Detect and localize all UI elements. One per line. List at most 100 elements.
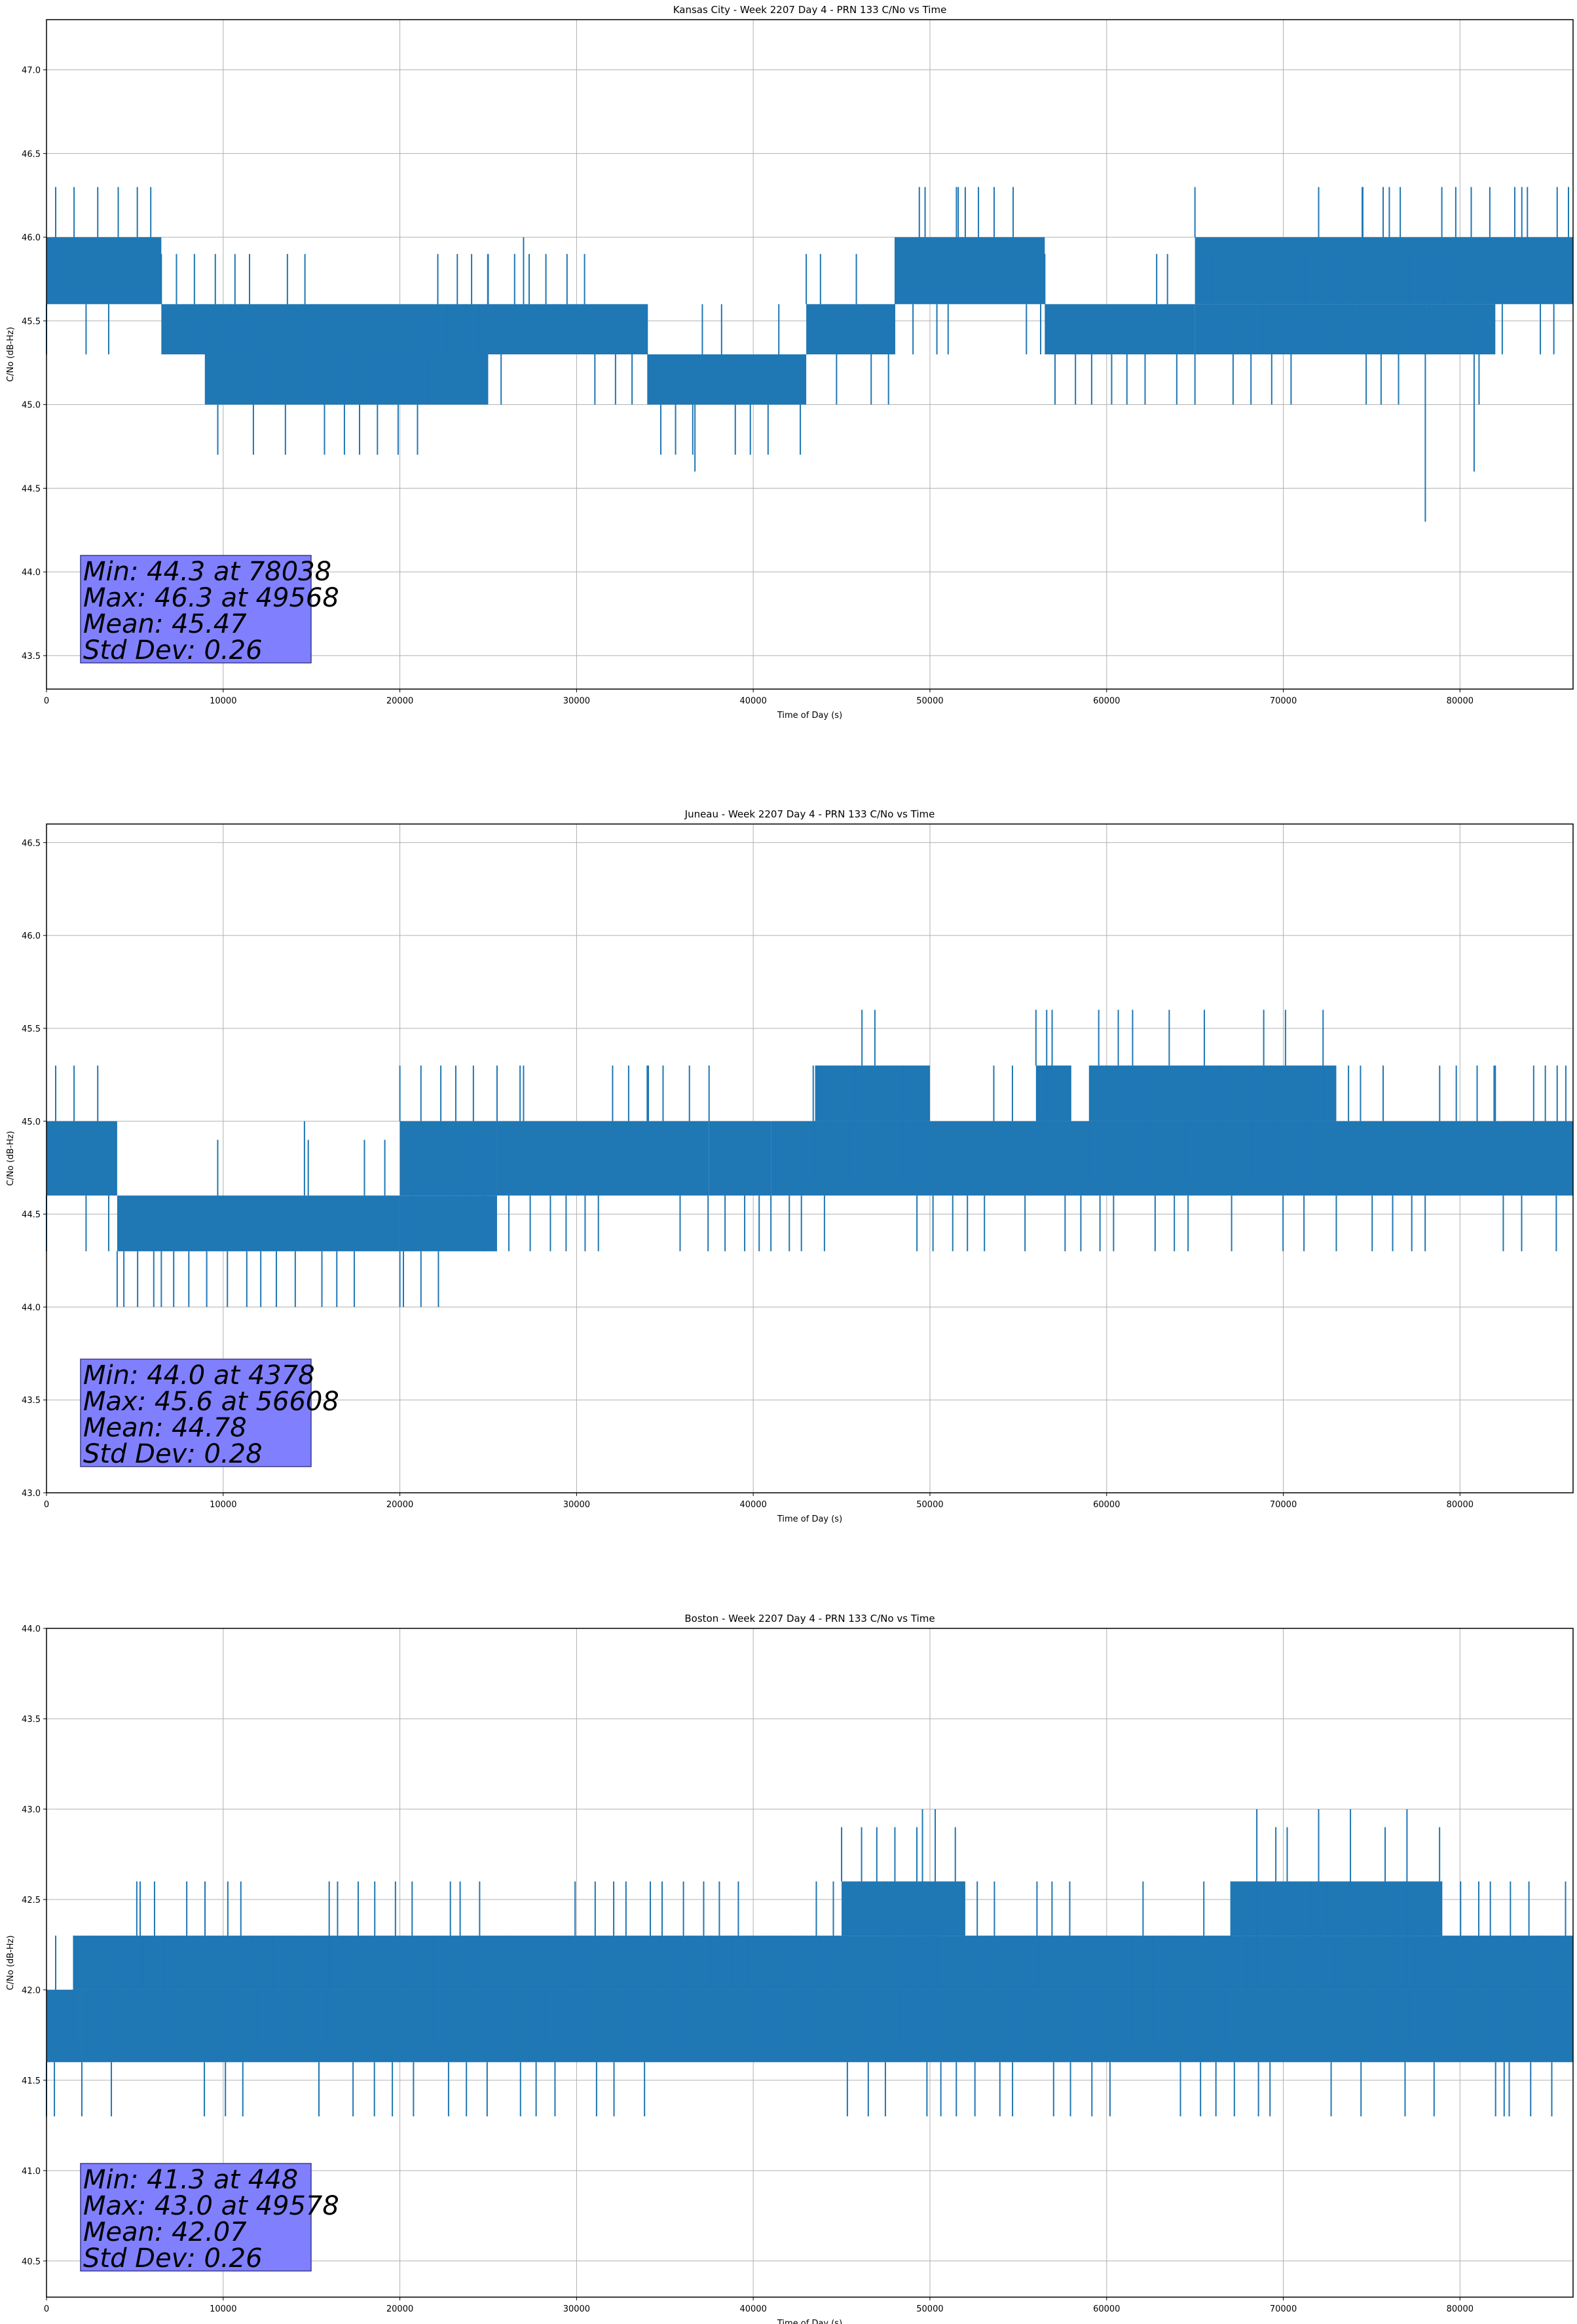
y-tick-label: 46.0: [22, 931, 41, 941]
x-tick-label: 70000: [1270, 1500, 1297, 1510]
y-tick-label: 43.5: [22, 1396, 41, 1406]
x-tick-label: 60000: [1093, 1500, 1120, 1510]
chart-panel-2: 0 10000 20000 30000 40000 50000 60000 70000 8000…: [6, 808, 1574, 1524]
x-tick-label: 50000: [916, 1500, 943, 1510]
y-tick-label: 45.0: [22, 1117, 41, 1127]
data-band: [161, 304, 489, 354]
y-tick-label: 42.0: [22, 1986, 41, 1996]
chart-title: Boston - Week 2207 Day 4 - PRN 133 C/No …: [684, 1613, 935, 1624]
stats-max: Max: 46.3 at 49568: [83, 583, 339, 613]
chart-title: Juneau - Week 2207 Day 4 - PRN 133 C/No …: [684, 808, 935, 820]
y-axis-label: C/No (dB-Hz): [6, 1936, 16, 1991]
axes-frame: [46, 1628, 1574, 2298]
stats-std: Std Dev: 0.26: [83, 635, 263, 665]
x-tick-label: 50000: [916, 2304, 943, 2314]
y-tick-label: 45.0: [22, 401, 41, 411]
stats-mean: Mean: 44.78: [83, 1413, 247, 1443]
stats-box: [80, 555, 312, 664]
x-tick-label: 20000: [386, 1500, 413, 1510]
y-tick-label: 41.0: [22, 2167, 41, 2177]
y-tick-label: 43.5: [22, 652, 41, 662]
stats-min: Min: 41.3 at 448: [83, 2165, 298, 2195]
chart-title: Kansas City - Week 2207 Day 4 - PRN 133 …: [673, 4, 947, 16]
x-tick-label: 50000: [916, 696, 943, 706]
x-tick-label: 60000: [1093, 2304, 1120, 2314]
stats-std: Std Dev: 0.28: [83, 1439, 263, 1469]
x-tick-label: 0: [44, 2304, 49, 2314]
data-band: [46, 1121, 117, 1196]
y-tick-label: 45.5: [22, 1024, 41, 1034]
y-tick-label: 40.5: [22, 2257, 41, 2267]
x-axis-label: Time of Day (s): [777, 1514, 842, 1524]
y-tick-label: 43.0: [22, 1805, 41, 1815]
data-band: [46, 1989, 82, 2063]
y-tick-label: 47.0: [22, 66, 41, 76]
data-band: [806, 304, 895, 354]
chart-panel-3: 0 10000 20000 30000 40000 50000 60000 70000 8000…: [6, 1613, 1574, 2324]
y-tick-label: 43.0: [22, 1489, 41, 1499]
x-tick-label: 70000: [1270, 696, 1297, 706]
data-band: [399, 1195, 497, 1252]
stats-box: [80, 2163, 312, 2272]
stats-mean: Mean: 45.47: [83, 609, 247, 639]
data-band: [496, 1121, 709, 1196]
data-band: [1035, 1065, 1071, 1121]
y-tick-label: 44.5: [22, 484, 41, 494]
data-band: [771, 1121, 1337, 1196]
x-tick-label: 10000: [210, 2304, 236, 2314]
y-axis-label: C/No (dB-Hz): [6, 1131, 16, 1186]
data-band: [1195, 304, 1496, 354]
y-tick-label: 46.5: [22, 149, 41, 159]
x-tick-label: 80000: [1447, 696, 1474, 706]
x-axis-label: Time of Day (s): [777, 2319, 842, 2324]
data-band: [1336, 1121, 1573, 1196]
x-tick-label: 40000: [739, 2304, 766, 2314]
data-band: [488, 304, 648, 354]
data-band: [1088, 1065, 1337, 1121]
data-band: [1195, 237, 1573, 305]
data-band: [647, 354, 807, 405]
y-tick-label: 44.5: [22, 1210, 41, 1220]
x-tick-label: 30000: [563, 2304, 590, 2314]
y-tick-label: 46.0: [22, 233, 41, 243]
stats-max: Max: 43.0 at 49578: [83, 2191, 339, 2221]
x-axis-label: Time of Day (s): [777, 711, 842, 721]
data-band: [1230, 1881, 1443, 1936]
x-tick-label: 30000: [563, 1500, 590, 1510]
stats-min: Min: 44.3 at 78038: [83, 557, 331, 587]
data-band: [1045, 304, 1195, 354]
x-tick-label: 0: [44, 1500, 49, 1510]
x-tick-label: 60000: [1093, 696, 1120, 706]
stats-std: Std Dev: 0.26: [83, 2243, 263, 2274]
x-tick-label: 80000: [1447, 2304, 1474, 2314]
data-band: [73, 1936, 1573, 1990]
chart-panel-1: 0 10000 20000 30000 40000 50000 60000 70000 8000…: [6, 4, 1574, 721]
data-band: [117, 1195, 400, 1252]
y-axis-label: C/No (dB-Hz): [6, 327, 16, 382]
y-tick-label: 44.0: [22, 568, 41, 578]
stats-max: Max: 45.6 at 56608: [83, 1387, 339, 1417]
y-tick-label: 43.5: [22, 1715, 41, 1725]
x-tick-label: 30000: [563, 696, 590, 706]
x-tick-label: 80000: [1447, 1500, 1474, 1510]
data-band: [81, 1989, 1574, 2063]
y-tick-label: 46.5: [22, 838, 41, 848]
stats-mean: Mean: 42.07: [83, 2217, 247, 2247]
y-tick-label: 44.0: [22, 1303, 41, 1313]
x-tick-label: 20000: [386, 696, 413, 706]
stats-min: Min: 44.0 at 4378: [83, 1360, 315, 1391]
axes-frame: [46, 823, 1574, 1493]
x-tick-label: 0: [44, 696, 49, 706]
x-tick-label: 20000: [386, 2304, 413, 2314]
y-tick-label: 41.5: [22, 2076, 41, 2086]
x-tick-label: 10000: [210, 696, 236, 706]
stats-box: [80, 1359, 312, 1467]
data-band: [709, 1121, 771, 1196]
data-band: [895, 237, 1045, 305]
axes-frame: [46, 19, 1574, 690]
data-band: [815, 1065, 930, 1121]
x-tick-label: 10000: [210, 1500, 236, 1510]
data-band: [205, 354, 489, 405]
y-tick-label: 42.5: [22, 1896, 41, 1905]
